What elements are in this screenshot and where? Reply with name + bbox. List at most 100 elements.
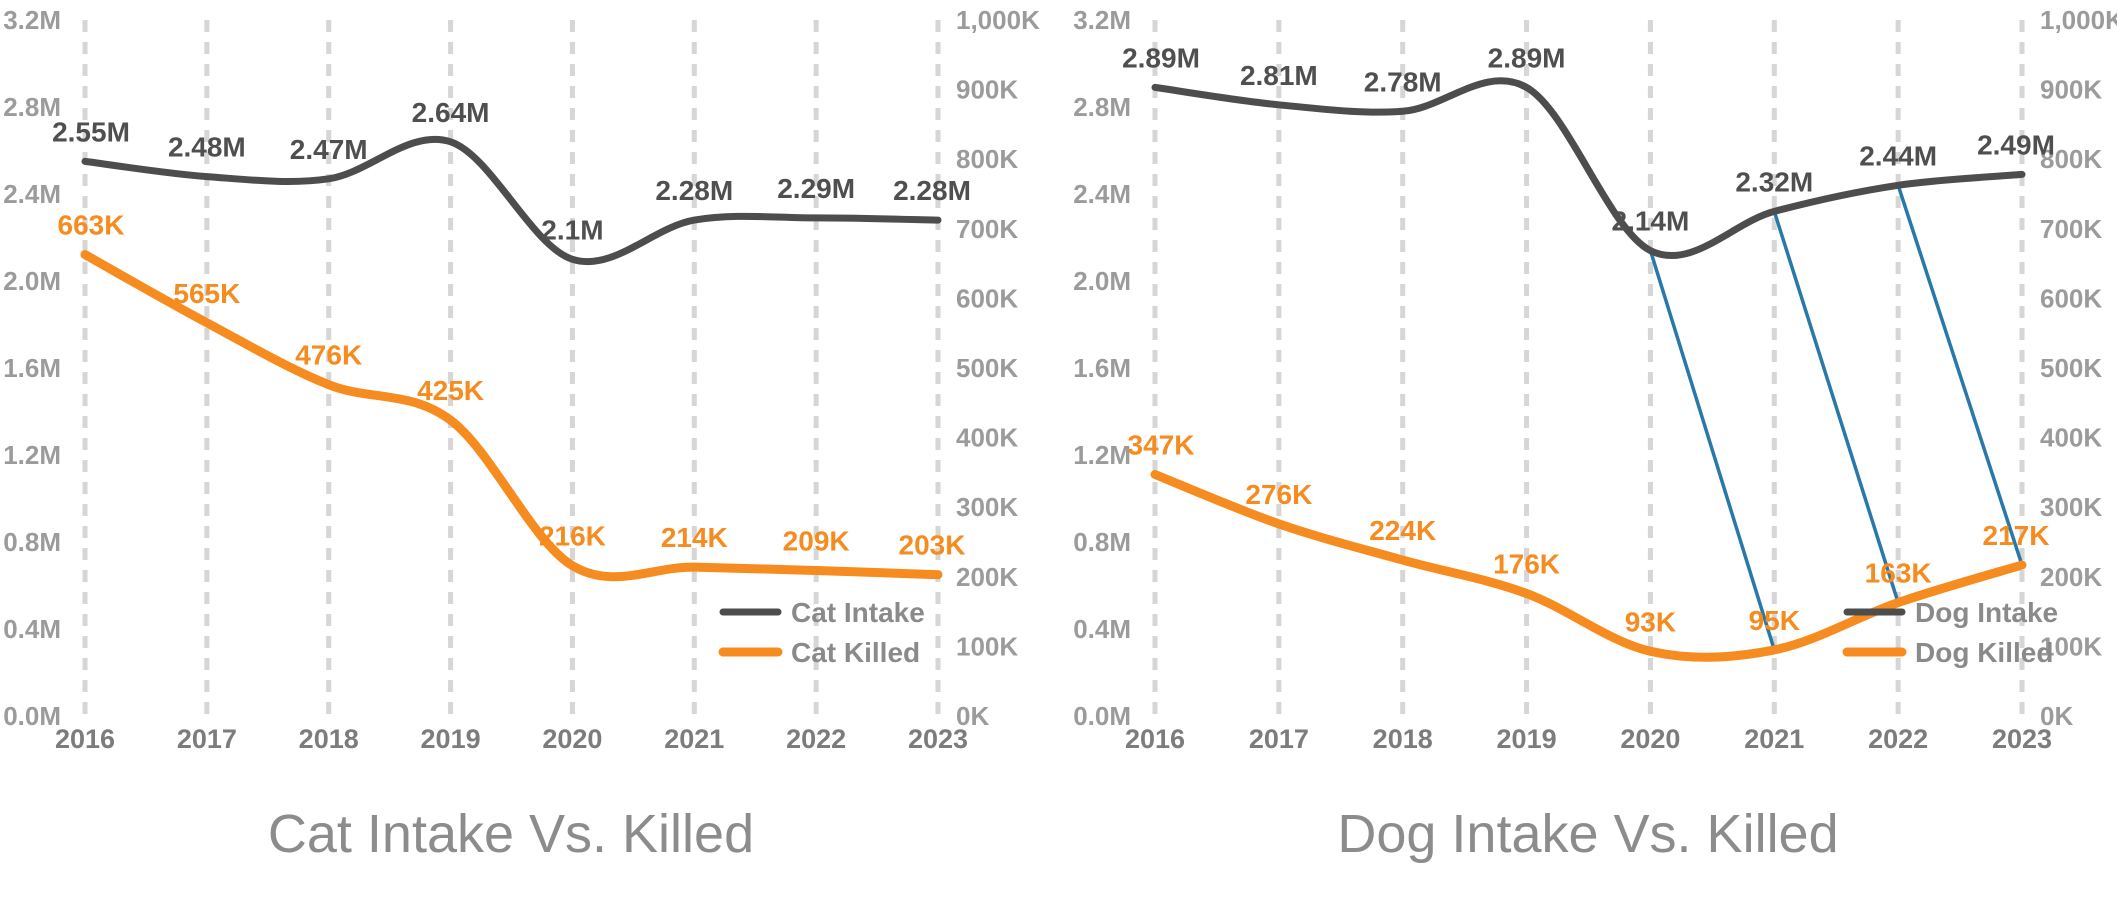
year-label-2019: 2019 [1497,724,1557,754]
dog-intake-data-label: 2.32M [1735,166,1813,197]
right-axis-tick-label: 700K [2040,214,2102,244]
left-axis-tick-label: 0.0M [3,701,61,731]
right-axis-tick-label: 200K [2040,562,2102,592]
cat-chart-title: Cat Intake Vs. Killed [268,804,754,864]
left-axis-tick-label: 1.6M [3,353,61,383]
dog-chart: 3.2M 2.8M 2.4M 2.0M 1.6M 1.2M 0.8M 0.4M 0.0M 1,00… [1073,5,2117,754]
left-axis-tick-label: 2.8M [3,92,61,122]
right-axis-tick-label: 500K [956,353,1018,383]
cat-intake-data-label: 2.29M [777,173,855,204]
left-axis-tick-label: 3.2M [3,5,61,35]
dog-chart-title: Dog Intake Vs. Killed [1337,804,1838,864]
cat-killed-data-label: 216K [539,521,606,552]
left-axis-tick-label: 1.2M [3,440,61,470]
cat-killed-data-label: 203K [899,530,966,561]
legend-label-cat-killed: Cat Killed [791,637,920,668]
year-label-2020: 2020 [542,724,602,754]
dog-killed-data-label: 224K [1369,515,1436,546]
charts-group: 3.2M 2.8M 2.4M 2.0M 1.6M 1.2M 0.8M 0.4M 0.0M 1,00… [3,5,2117,754]
dog-intake-data-label: 2.89M [1122,42,1200,73]
cat-intake-data-label: 2.64M [412,97,490,128]
legend-label-dog-intake: Dog Intake [1915,597,2058,628]
right-axis-tick-label: 400K [2040,423,2102,453]
dog-killed-data-label: 93K [1625,606,1676,637]
right-axis-tick-label: 0K [2040,701,2073,731]
cat-killed-data-label: 425K [417,375,484,406]
dog-intake-line [1151,77,2026,260]
connector-line-2020-2021 [1648,250,1776,651]
connector-line-2022-2023 [1896,184,2024,566]
right-axis-tick-label: 900K [2040,75,2102,105]
left-axis-tick-label: 2.4M [3,179,61,209]
right-axis-tick-label: 200K [956,562,1018,592]
right-axis-tick-label: 400K [956,423,1018,453]
year-label-2020: 2020 [1620,724,1680,754]
dog-killed-line [1150,470,2027,662]
cat-killed-data-label: 565K [173,278,240,309]
dog-killed-data-label: 347K [1128,429,1195,460]
year-label-2017: 2017 [1249,724,1309,754]
dog-intake-data-label: 2.78M [1364,66,1442,97]
cat-intake-data-label: 2.55M [52,116,130,147]
right-axis-tick-label: 1,000K [956,5,1040,35]
right-axis-tick-label: 100K [2040,631,2102,661]
cat-intake-data-label: 2.28M [893,175,971,206]
left-axis-tick-label: 0.4M [1073,614,1131,644]
cat-intake-data-label: 2.28M [655,175,733,206]
cat-killed-data-label: 209K [783,526,850,557]
left-axis-tick-label: 0.8M [1073,527,1131,557]
left-axis-tick-label: 0.0M [1073,701,1131,731]
dog-intake-data-label: 2.89M [1488,42,1566,73]
year-label-2016: 2016 [55,724,115,754]
right-axis-tick-label: 0K [956,701,989,731]
year-label-2023: 2023 [908,724,968,754]
year-label-2019: 2019 [421,724,481,754]
cat-intake-data-label: 2.48M [168,132,246,163]
right-axis-tick-label: 600K [2040,283,2102,313]
cat-killed-data-label: 214K [661,522,728,553]
year-label-2023: 2023 [1992,724,2052,754]
dog-killed-data-label: 176K [1493,549,1560,580]
year-label-2018: 2018 [1373,724,1433,754]
year-label-2022: 2022 [1868,724,1928,754]
right-axis-tick-label: 800K [956,144,1018,174]
dog-killed-data-label: 95K [1749,605,1800,636]
cat-chart: 3.2M 2.8M 2.4M 2.0M 1.6M 1.2M 0.8M 0.4M 0.0M 1,00… [3,5,1040,754]
connector-line-2021-2022 [1772,210,1900,604]
right-axis-tick-label: 1,000K [2040,5,2117,35]
dog-killed-data-label: 217K [1983,520,2050,551]
cat-killed-line [80,250,943,582]
cat-intake-data-label: 2.47M [290,134,368,165]
left-axis-tick-label: 2.0M [3,266,61,296]
right-axis-tick-label: 700K [956,214,1018,244]
year-label-2022: 2022 [786,724,846,754]
left-axis-tick-label: 3.2M [1073,5,1131,35]
year-label-2018: 2018 [299,724,359,754]
year-label-2021: 2021 [664,724,724,754]
cat-intake-line [81,135,942,266]
right-axis-tick-label: 500K [2040,353,2102,383]
left-axis-tick-label: 1.6M [1073,353,1131,383]
dog-killed-data-label: 276K [1245,479,1312,510]
legend-label-cat-intake: Cat Intake [791,597,925,628]
dog-intake-data-label: 2.14M [1612,206,1690,237]
legend-label-dog-killed: Dog Killed [1915,637,2053,668]
right-axis-tick-label: 300K [2040,492,2102,522]
left-axis-tick-label: 1.2M [1073,440,1131,470]
right-axis-tick-label: 800K [2040,144,2102,174]
right-axis-tick-label: 600K [956,283,1018,313]
left-axis-tick-label: 2.8M [1073,92,1131,122]
year-label-2021: 2021 [1744,724,1804,754]
dog-intake-data-label: 2.49M [1977,129,2055,160]
cat-killed-data-label: 476K [295,340,362,371]
left-axis-tick-label: 0.8M [3,527,61,557]
cat-intake-data-label: 2.1M [541,214,603,245]
right-axis-tick-label: 900K [956,75,1018,105]
year-label-2016: 2016 [1125,724,1185,754]
dog-intake-data-label: 2.44M [1859,140,1937,171]
left-axis-tick-label: 0.4M [3,614,61,644]
dog-intake-data-label: 2.81M [1240,60,1318,91]
left-axis-tick-label: 2.0M [1073,266,1131,296]
